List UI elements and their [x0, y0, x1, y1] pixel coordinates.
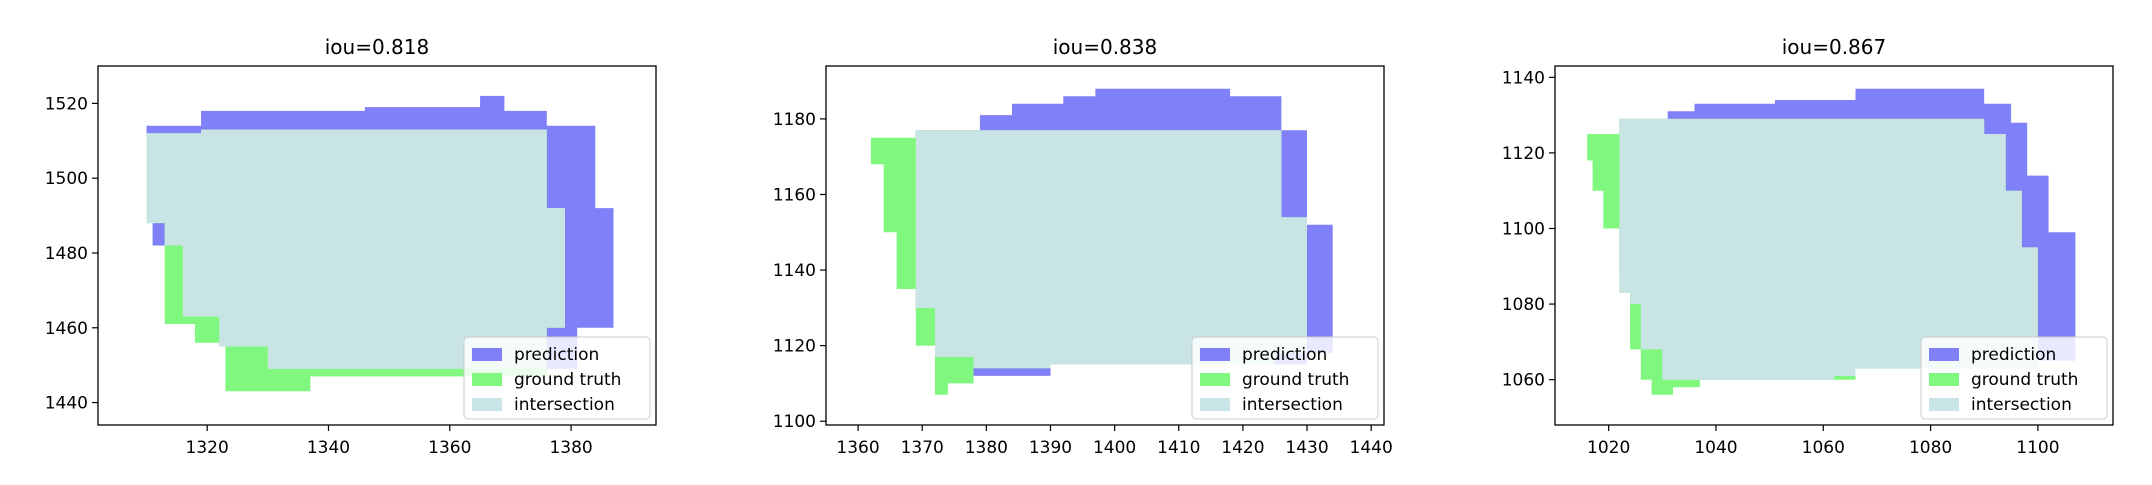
y-tick-label: 1440: [45, 394, 88, 414]
subplot-3: 1020 1040 1060 1080 1100 1060 1080 1100 1120 1140…: [1502, 35, 2114, 458]
x-tick-label: 1360: [428, 438, 471, 458]
legend-label: intersection: [514, 395, 615, 415]
plot-frame: [97, 65, 657, 426]
legend-label: ground truth: [1242, 370, 1349, 390]
legend-swatch: [1200, 398, 1230, 411]
legend-swatch: [472, 398, 502, 411]
x-tick-label: 1060: [1802, 438, 1845, 458]
y-tick-label: 1100: [773, 412, 816, 432]
legend-box: [1920, 336, 2108, 420]
x-tick-label: 1400: [1093, 438, 1136, 458]
x-tick-label: 1440: [1350, 438, 1393, 458]
legend: prediction ground truth intersection: [1920, 336, 2108, 420]
legend-box: [1191, 336, 1379, 420]
x-tick-label: 1040: [1694, 438, 1737, 458]
legend-label: ground truth: [514, 370, 621, 390]
legend: prediction ground truth intersection: [1191, 336, 1379, 420]
legend-swatch: [1929, 373, 1959, 386]
x-tick-label: 1410: [1157, 438, 1200, 458]
legend-label: prediction: [1971, 345, 2056, 365]
legend-swatch: [1929, 398, 1959, 411]
region-intersection: [1619, 118, 2038, 380]
plot-frame: [825, 65, 1385, 426]
y-tick-label: 1180: [773, 110, 816, 130]
legend-label: prediction: [514, 345, 599, 365]
y-tick-label: 1120: [1502, 144, 1545, 164]
legend-swatch: [472, 373, 502, 386]
x-tick-label: 1380: [549, 438, 592, 458]
legend-box: [463, 336, 651, 420]
legend-label: intersection: [1971, 395, 2072, 415]
y-tick-label: 1140: [1502, 68, 1545, 88]
y-tick-label: 1500: [45, 169, 88, 189]
region-intersection: [146, 129, 565, 369]
y-tick-label: 1520: [45, 94, 88, 114]
x-tick-label: 1360: [836, 438, 879, 458]
y-tick-label: 1060: [1502, 371, 1545, 391]
x-tick-label: 1420: [1221, 438, 1264, 458]
legend-label: prediction: [1242, 345, 1327, 365]
x-tick-label: 1320: [186, 438, 229, 458]
y-tick-label: 1120: [773, 337, 816, 357]
chart-title: iou=0.838: [1053, 35, 1157, 59]
y-tick-label: 1140: [773, 261, 816, 281]
y-tick-label: 1480: [45, 244, 88, 264]
y-tick-label: 1080: [1502, 295, 1545, 315]
y-tick-label: 1460: [45, 319, 88, 339]
legend-swatch: [1200, 373, 1230, 386]
legend-label: ground truth: [1971, 370, 2078, 390]
x-tick-label: 1370: [901, 438, 944, 458]
subplot-2: 1360 1370 1380 1390 1400 1410 1420 1430 1440 1100…: [773, 35, 1393, 458]
y-tick-label: 1160: [773, 185, 816, 205]
legend-label: intersection: [1242, 395, 1343, 415]
plot-area: [1587, 88, 2076, 395]
region-intersection: [915, 130, 1307, 369]
legend-swatch: [1200, 348, 1230, 361]
y-tick-label: 1100: [1502, 219, 1545, 239]
plot-area: [146, 95, 614, 392]
x-tick-label: 1100: [2016, 438, 2059, 458]
chart-title: iou=0.818: [325, 35, 429, 59]
legend-swatch: [472, 348, 502, 361]
plot-area: [870, 88, 1333, 395]
x-tick-label: 1080: [1909, 438, 1952, 458]
x-tick-label: 1380: [965, 438, 1008, 458]
x-tick-label: 1020: [1587, 438, 1630, 458]
chart-title: iou=0.867: [1782, 35, 1886, 59]
x-tick-label: 1430: [1285, 438, 1328, 458]
legend: prediction ground truth intersection: [463, 336, 651, 420]
x-tick-label: 1340: [307, 438, 350, 458]
plot-frame: [1554, 65, 2114, 426]
legend-swatch: [1929, 348, 1959, 361]
subplot-1: 1320 1340 1360 1380 1440 1460 1480 1500 1520 iou=…: [45, 35, 657, 458]
x-tick-label: 1390: [1029, 438, 1072, 458]
